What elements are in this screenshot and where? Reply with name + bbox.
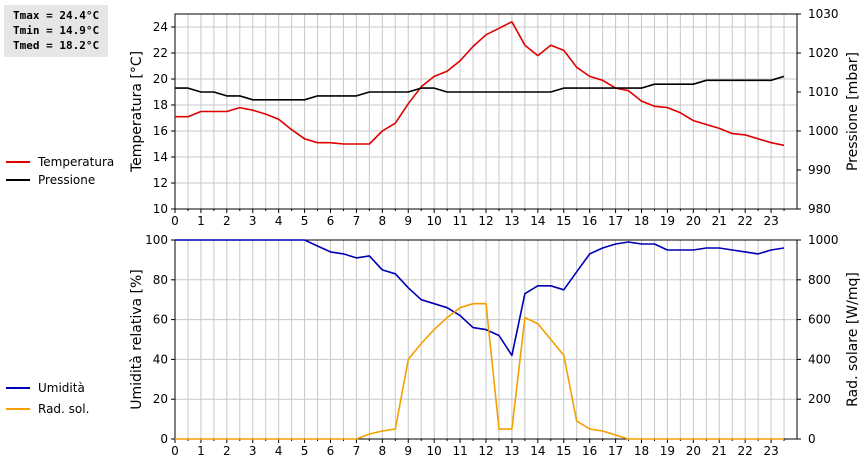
y2-tick-label: 1020: [808, 46, 839, 60]
tmed-label: Tmed = 18.2°C: [13, 39, 100, 52]
x-tick-label: 8: [379, 214, 387, 228]
legend-label: Rad. sol.: [38, 402, 89, 416]
x-tick-label: 16: [582, 444, 597, 458]
y2-tick-label: 800: [808, 273, 831, 287]
x-tick-label: 11: [452, 444, 467, 458]
y2-axis-title: Pressione [mbar]: [845, 52, 860, 171]
x-tick-label: 19: [660, 214, 675, 228]
y2-tick-label: 980: [808, 202, 831, 216]
x-tick-label: 18: [634, 444, 649, 458]
x-tick-label: 13: [504, 444, 519, 458]
y-tick-label: 20: [153, 392, 168, 406]
x-tick-label: 23: [763, 214, 778, 228]
y-axis-title: Temperatura [°C]: [129, 51, 145, 173]
x-tick-label: 20: [686, 214, 701, 228]
temp-pressure-panel: 0 1 2 3 4 5 6 7 8 9 10 11 12 13 14 15 16 17 18 19 20 21 22 2310…: [6, 7, 860, 228]
y-tick-label: 10: [153, 202, 168, 216]
x-tick-label: 14: [530, 214, 545, 228]
x-tick-label: 5: [301, 444, 309, 458]
y2-tick-label: 600: [808, 313, 831, 327]
x-tick-label: 0: [171, 214, 179, 228]
x-tick-label: 12: [478, 444, 493, 458]
y2-tick-label: 1030: [808, 7, 839, 21]
y2-tick-label: 990: [808, 163, 831, 177]
y-tick-label: 22: [153, 46, 168, 60]
y-tick-label: 60: [153, 313, 168, 327]
x-tick-label: 4: [275, 214, 283, 228]
x-tick-label: 16: [582, 214, 597, 228]
y-tick-label: 24: [153, 20, 168, 34]
series-line-pressione: [175, 75, 785, 101]
x-tick-label: 1: [197, 214, 205, 228]
x-tick-label: 18: [634, 214, 649, 228]
x-tick-label: 10: [427, 444, 442, 458]
y-tick-label: 0: [160, 432, 168, 446]
y-tick-label: 80: [153, 273, 168, 287]
y-tick-label: 12: [153, 176, 168, 190]
tmax-label: Tmax = 24.4°C: [13, 9, 100, 22]
x-tick-label: 3: [249, 444, 257, 458]
x-tick-label: 7: [353, 214, 361, 228]
y-tick-label: 100: [145, 233, 168, 247]
y2-tick-label: 1000: [808, 124, 839, 138]
series-line-temperatura: [175, 20, 785, 147]
x-tick-label: 6: [327, 444, 335, 458]
x-tick-label: 22: [738, 444, 753, 458]
y-tick-label: 14: [153, 150, 168, 164]
y-tick-label: 20: [153, 72, 168, 86]
y2-tick-label: 0: [808, 432, 816, 446]
x-tick-label: 21: [712, 444, 727, 458]
y-axis-title: Umidità relativa [%]: [129, 269, 145, 410]
x-tick-label: 21: [712, 214, 727, 228]
series-line-umidit: [175, 239, 785, 357]
x-tick-label: 1: [197, 444, 205, 458]
stats-box: Tmax = 24.4°C Tmin = 14.9°C Tmed = 18.2°…: [4, 5, 108, 57]
series-line-rad-sol: [175, 302, 784, 440]
legend-label: Pressione: [38, 173, 95, 187]
legend-label: Temperatura: [37, 155, 114, 169]
x-tick-label: 7: [353, 444, 361, 458]
x-tick-label: 9: [404, 214, 412, 228]
x-tick-label: 9: [404, 444, 412, 458]
x-tick-label: 0: [171, 444, 179, 458]
y2-tick-label: 400: [808, 352, 831, 366]
x-tick-label: 22: [738, 214, 753, 228]
x-tick-label: 2: [223, 214, 231, 228]
legend-label: Umidità: [38, 381, 85, 395]
y-tick-label: 18: [153, 98, 168, 112]
x-tick-label: 4: [275, 444, 283, 458]
y-tick-label: 40: [153, 352, 168, 366]
x-tick-label: 13: [504, 214, 519, 228]
x-tick-label: 19: [660, 444, 675, 458]
x-tick-label: 17: [608, 444, 623, 458]
y2-tick-label: 1010: [808, 85, 839, 99]
x-tick-label: 3: [249, 214, 257, 228]
x-tick-label: 15: [556, 214, 571, 228]
x-tick-label: 15: [556, 444, 571, 458]
x-tick-label: 20: [686, 444, 701, 458]
x-tick-label: 8: [379, 444, 387, 458]
y2-axis-title: Rad. solare [W/mq]: [845, 272, 860, 407]
humidity-radiation-panel: 0 1 2 3 4 5 6 7 8 9 10 11 12 13 14 15 16 17 18 19 20 21 22 2302…: [6, 233, 860, 458]
x-tick-label: 2: [223, 444, 231, 458]
x-tick-label: 11: [452, 214, 467, 228]
y2-tick-label: 1000: [808, 233, 839, 247]
tmin-label: Tmin = 14.9°C: [13, 24, 100, 37]
x-tick-label: 5: [301, 214, 309, 228]
x-tick-label: 12: [478, 214, 493, 228]
y2-tick-label: 200: [808, 392, 831, 406]
x-tick-label: 6: [327, 214, 335, 228]
x-tick-label: 23: [763, 444, 778, 458]
x-tick-label: 10: [427, 214, 442, 228]
y-tick-label: 16: [153, 124, 168, 138]
x-tick-label: 17: [608, 214, 623, 228]
x-tick-label: 14: [530, 444, 545, 458]
